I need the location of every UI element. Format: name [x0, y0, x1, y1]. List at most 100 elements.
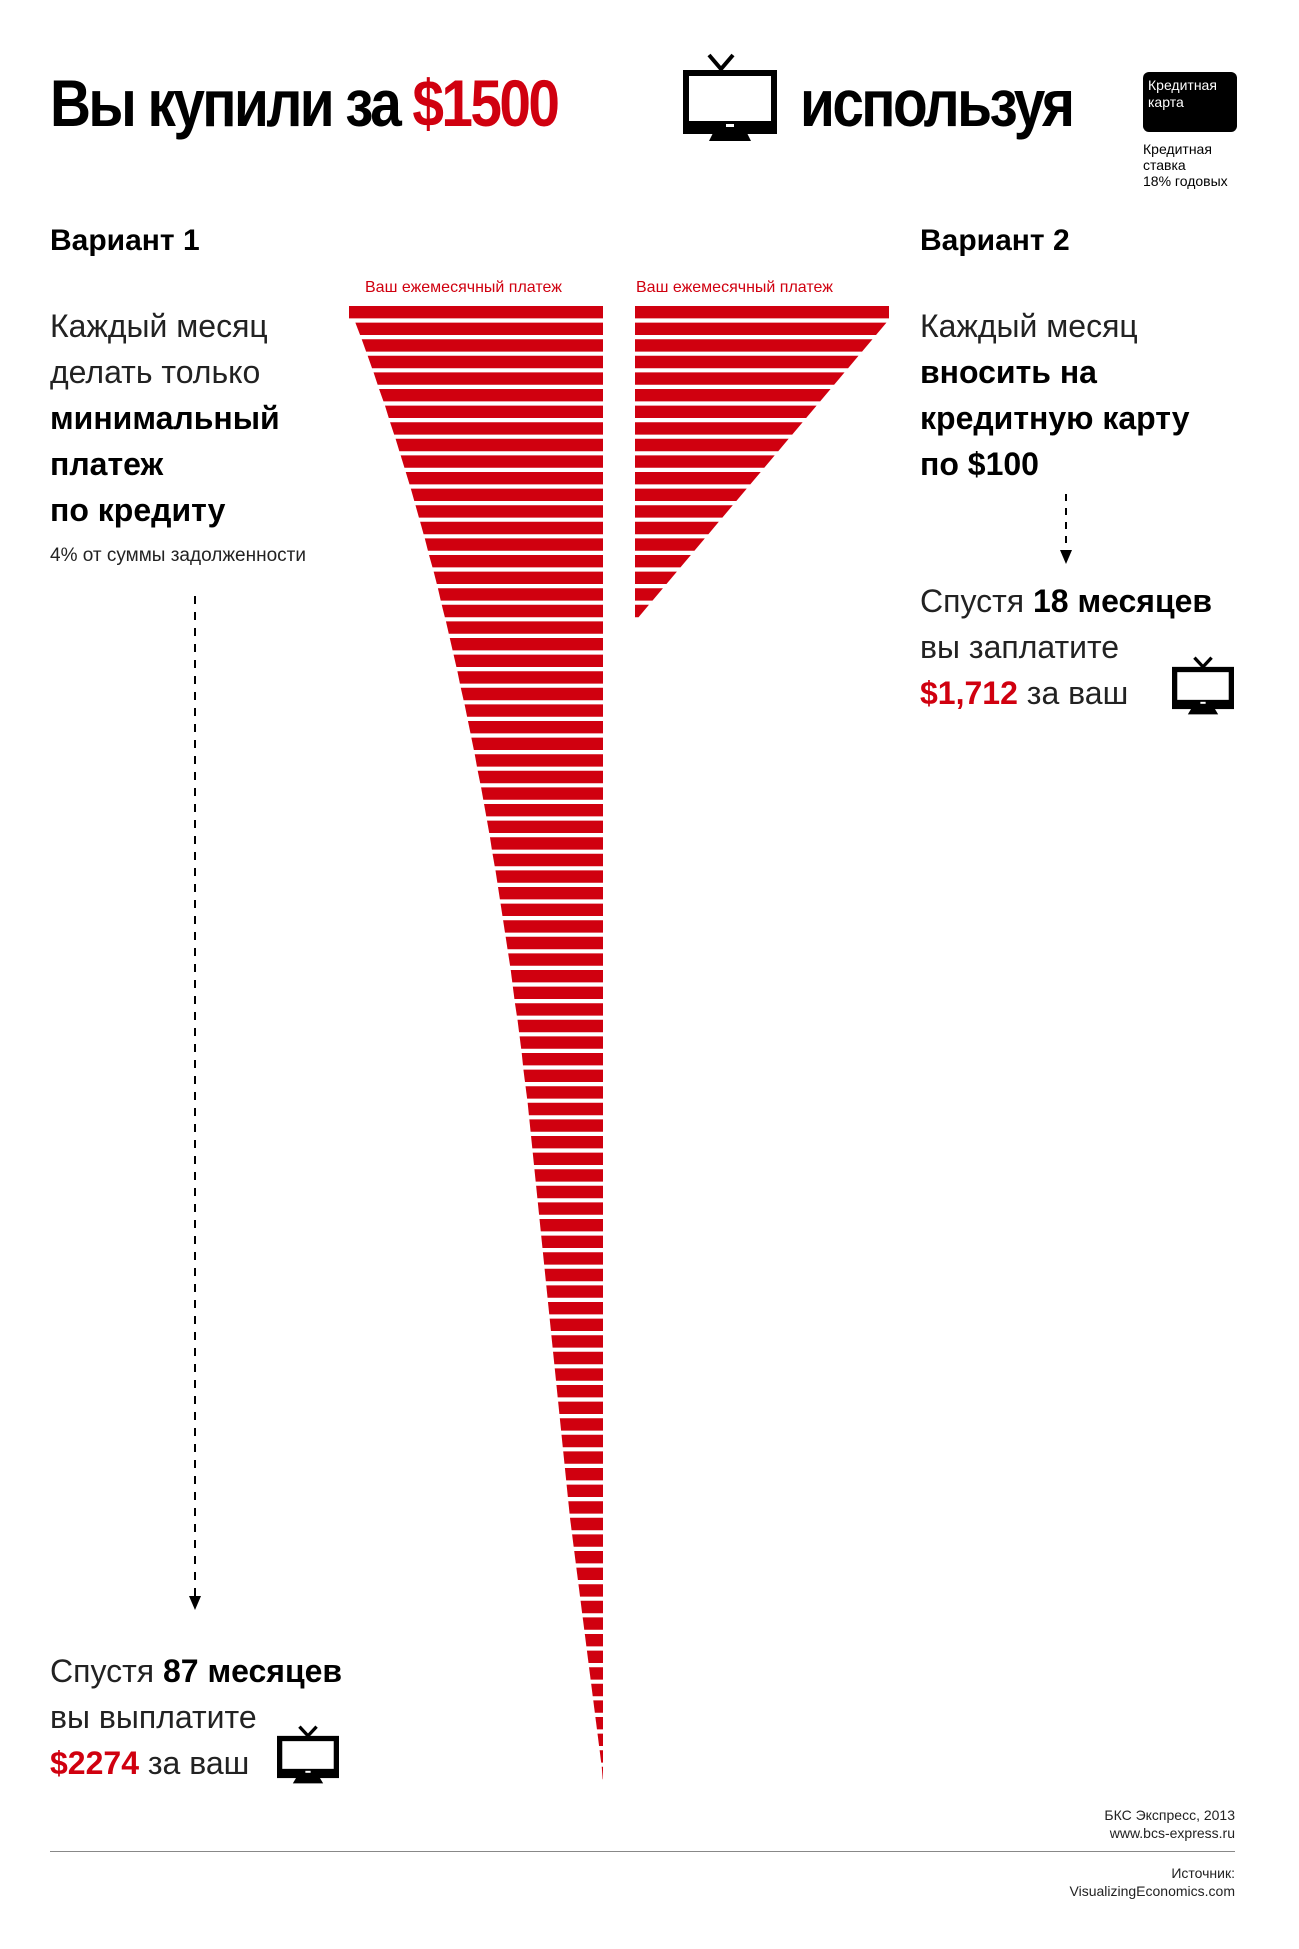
variant1-payment-bar: [400, 455, 603, 468]
variant1-payment-bar: [568, 1501, 603, 1514]
variant1-payment-bar: [578, 1584, 603, 1597]
variant1-line1: Каждый месяц: [50, 308, 268, 344]
variant1-payment-bar: [529, 1119, 603, 1132]
variant1-payment-bar: [601, 1766, 603, 1780]
variant1-payment-bar: [514, 1003, 603, 1016]
variant1-line4: платеж: [50, 446, 164, 482]
variant1-payment-bar: [498, 887, 603, 900]
variant1-payment-bar: [512, 986, 603, 999]
variant1-payment-bar: [532, 1152, 603, 1165]
variant1-payment-bar: [517, 1019, 603, 1033]
variant1-payment-bar: [595, 1717, 603, 1730]
variant1-payment-bar: [487, 820, 603, 833]
variant1-payment-bar: [474, 754, 603, 767]
variant1-payment-bar: [582, 1617, 603, 1630]
variant1-line5: по кредиту: [50, 492, 226, 528]
credit-card-badge: Кредитная карта: [1143, 72, 1237, 132]
variant2-line4: по $100: [920, 446, 1039, 482]
variant2-payment-bar: [635, 588, 663, 601]
variant1-payment-bar: [349, 306, 603, 319]
variant1-result-months: 87 месяцев: [162, 1653, 343, 1689]
variant1-payment-bar: [457, 671, 603, 684]
variant2-payment-bar: [635, 389, 831, 402]
variant1-payment-bar: [500, 903, 603, 916]
variant2-payment-bar: [635, 339, 873, 352]
variant1-payment-bar: [489, 837, 603, 850]
variant1-payment-bar: [373, 372, 603, 385]
variant2-result-line2: вы заплатите: [920, 629, 1120, 665]
variant2-payment-bar: [635, 422, 803, 435]
variant1-payment-bar: [542, 1252, 603, 1265]
variant2-result-amount: $1,712: [920, 675, 1018, 711]
variant2-payment-bar: [635, 538, 705, 551]
variant2-payment-bar: [635, 571, 677, 584]
variant1-payment-bar: [405, 472, 603, 485]
variant2-payment-bar: [635, 372, 845, 385]
card-label-line1: Кредитная: [1148, 77, 1217, 93]
title-price: $1500: [412, 66, 560, 140]
variant1-payment-bar: [525, 1086, 603, 1099]
source-value: VisualizingEconomics.com: [1069, 1883, 1235, 1899]
variant1-result-amount: $2274: [50, 1745, 139, 1781]
variant1-payment-bar: [424, 538, 603, 551]
variant1-payment-bar: [541, 1235, 603, 1248]
variant1-payment-bar: [554, 1368, 603, 1381]
variant1-payment-bar: [547, 1302, 603, 1315]
variant1-payment-bar: [593, 1700, 603, 1713]
variant2-payment-bar: [635, 455, 775, 468]
variant1-payment-bar: [379, 389, 603, 402]
variant1-payment-bar: [572, 1534, 603, 1547]
variant1-payment-bar: [521, 1053, 603, 1066]
variant1-payment-bar: [420, 521, 603, 535]
variant1-payment-bar: [503, 920, 603, 933]
variant1-result-suffix: за ваш: [138, 1745, 250, 1781]
interest-rate-note: Кредитная ставка 18% годовых: [1143, 141, 1228, 189]
variant1-payment-bar: [527, 1102, 603, 1116]
variant1-payment-bar: [390, 422, 603, 435]
variant1-payment-bar: [523, 1069, 603, 1082]
variant1-payment-bar: [584, 1634, 603, 1647]
source-credit: Источник: VisualizingEconomics.com: [1070, 1864, 1235, 1900]
variant2-line3: кредитную карту: [920, 400, 1190, 436]
variant2-result-months: 18 месяцев: [1032, 583, 1213, 619]
variant1-payment-bar: [591, 1683, 603, 1697]
variant1-payment-bar: [495, 870, 603, 883]
variant1-payment-bar: [433, 571, 603, 584]
credit-line2: www.bcs-express.ru: [1109, 1825, 1235, 1841]
variant1-payment-bar: [355, 322, 603, 335]
variant1-payment-bar: [505, 936, 603, 950]
rate-line3: 18% годовых: [1143, 173, 1228, 189]
rate-line1: Кредитная: [1143, 141, 1212, 157]
chart1-label: Ваш ежемесячный платеж: [365, 279, 562, 296]
variant1-payment-bar: [410, 488, 603, 501]
variant1-line2: делать только: [50, 354, 261, 390]
variant2-payment-bar: [635, 505, 733, 518]
footer-divider: [50, 1851, 1235, 1852]
rate-line2: ставка: [1143, 157, 1186, 173]
variant1-payment-bar: [361, 339, 603, 352]
variant1-payment-bar: [564, 1468, 603, 1481]
variant1-payment-bar: [449, 638, 603, 651]
variant1-payment-bar: [537, 1202, 603, 1215]
variant2-payment-bar: [635, 604, 649, 618]
variant1-result-prefix: Спустя: [50, 1653, 163, 1689]
variant1-payment-bar: [553, 1351, 603, 1365]
variant2-line2: вносить на: [920, 354, 1097, 390]
tv-icon: [683, 53, 777, 141]
publisher-credit: БКС Экспресс, 2013 www.bcs-express.ru: [1104, 1806, 1235, 1842]
variant1-payment-bar: [597, 1733, 603, 1746]
variant1-heading: Вариант 1: [50, 224, 200, 257]
variant1-payment-bar: [561, 1434, 603, 1448]
tv-icon-variant2: [1172, 656, 1234, 715]
variant2-heading: Вариант 2: [920, 224, 1070, 257]
variant1-payment-bar: [563, 1451, 603, 1464]
variant1-payment-bar: [551, 1335, 603, 1348]
variant1-payment-bar: [574, 1551, 603, 1564]
variant1-payment-bar: [531, 1136, 603, 1149]
variant1-payment-bar: [576, 1567, 603, 1580]
variant2-result-prefix: Спустя: [920, 583, 1033, 619]
variant1-payment-bar: [484, 804, 603, 817]
variant1-payment-bar: [445, 621, 603, 634]
variant2-payment-bar: [635, 472, 761, 485]
